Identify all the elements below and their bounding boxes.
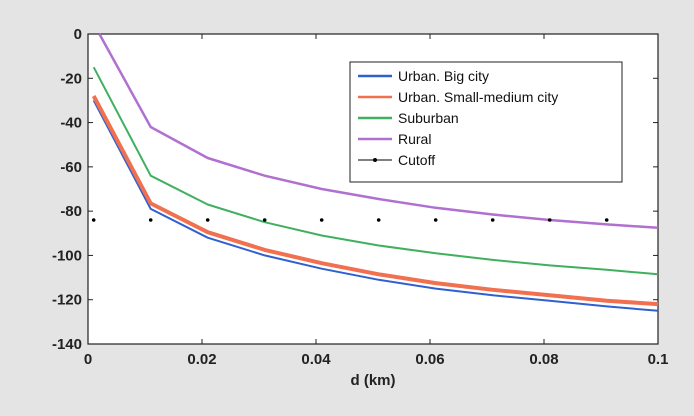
x-tick-label: 0.06	[415, 351, 444, 368]
series-point-cutoff	[433, 218, 438, 222]
y-tick-label: -20	[60, 70, 82, 87]
y-tick-label: -100	[52, 247, 82, 264]
x-tick-label: 0.02	[187, 351, 216, 368]
x-tick-label: 0.08	[529, 351, 558, 368]
series-point-cutoff	[91, 218, 96, 222]
x-tick-label: 0	[84, 351, 92, 368]
series-point-cutoff	[547, 218, 552, 222]
legend-label-suburban: Suburban	[398, 110, 459, 126]
x-tick-label: 0.1	[648, 351, 669, 368]
series-point-cutoff	[319, 218, 324, 222]
series-line-urban-small-medium-city	[91, 95, 659, 307]
legend: Urban. Big city Urban. Small-medium city S…	[349, 61, 623, 183]
y-tick-label: -60	[60, 159, 82, 176]
x-axis-title: d (km)	[351, 372, 396, 389]
legend-label-cutoff: Cutoff	[398, 152, 435, 168]
series-point-cutoff	[376, 218, 381, 222]
series-point-cutoff	[604, 218, 609, 222]
series-point-cutoff	[262, 218, 267, 222]
series-point-cutoff	[205, 218, 210, 222]
series-point-cutoff	[490, 218, 495, 222]
legend-label-rural: Rural	[398, 131, 431, 147]
y-tick-label: -120	[52, 292, 82, 309]
legend-label-urban-big-city: Urban. Big city	[398, 68, 489, 84]
legend-label-urban-small-medium-city: Urban. Small-medium city	[398, 89, 558, 105]
series-line-rural	[98, 33, 659, 230]
y-tick-label: -40	[60, 115, 82, 132]
y-tick-label: -140	[52, 336, 82, 353]
y-tick-label: 0	[74, 26, 82, 43]
series-point-cutoff	[148, 218, 153, 222]
x-tick-label: 0.04	[301, 351, 331, 368]
series-layer	[91, 33, 659, 312]
y-tick-label: -80	[60, 203, 82, 220]
legend-marker-cutoff	[373, 158, 377, 162]
series-line-urban-big-city	[92, 99, 659, 312]
legend-box	[349, 61, 623, 183]
tick-layer: 0 0.02 0.04 0.06 0.08 0.1 0 -20 -40 -60 -80 -100 -12…	[52, 26, 668, 368]
series-line-suburban	[92, 66, 659, 276]
